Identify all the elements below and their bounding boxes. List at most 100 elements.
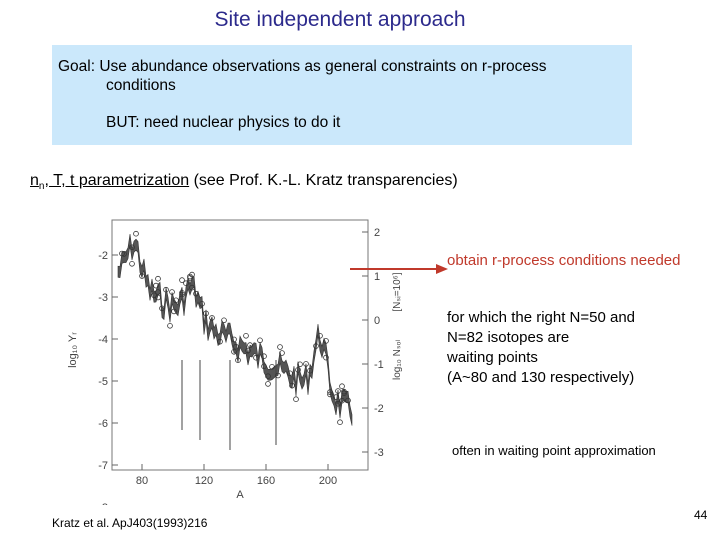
observed-abundance-point	[339, 397, 345, 404]
observed-abundance-point	[129, 244, 135, 251]
calculated-abundance-band	[117, 233, 353, 426]
parametrization-note: (see Prof. K.-L. Kratz transparencies)	[189, 172, 458, 189]
observed-abundance-point	[323, 338, 329, 344]
right-tick-label: -3	[374, 447, 384, 459]
goal-text-line1: Goal: Use abundance observations as gene…	[58, 58, 547, 75]
observed-abundance-point	[333, 394, 339, 400]
observed-abundance-point	[279, 350, 285, 356]
observed-abundance-point	[335, 388, 341, 394]
observed-abundance-point	[155, 289, 161, 295]
observed-abundance-point	[261, 363, 267, 370]
observed-abundance-point	[171, 308, 177, 315]
left-axis-label: log₁₀ Yᵣ	[67, 332, 79, 368]
right-tick-label: -2	[374, 403, 384, 415]
param-n: n	[30, 172, 39, 189]
observed-abundance-point	[261, 353, 267, 360]
x-tick-label: 200	[319, 475, 337, 487]
observed-abundance-point	[341, 390, 347, 397]
observed-abundance-point	[297, 361, 303, 368]
observed-abundance-point	[189, 284, 195, 291]
observed-abundance-point	[269, 364, 275, 370]
goal-but-text: BUT: need nuclear physics to do it	[106, 114, 341, 131]
observed-abundance-point	[169, 289, 175, 295]
right-axis-label-bottom: log₁₀ Nₛₒₗ	[392, 340, 403, 380]
abundance-figure: -2 -3 -4 -5 -6 -7 -8 2 1 0 -1 -2 -3 80 120 160 200 Alog₁₀…	[67, 219, 403, 505]
x-tick-label: 80	[136, 475, 148, 487]
observed-abundance-point	[257, 337, 263, 344]
observed-abundance-point	[317, 333, 323, 339]
observed-abundance-point	[139, 273, 145, 279]
left-tick-label: -8	[98, 502, 108, 505]
approximation-note: often in waiting point approximation	[452, 443, 656, 458]
right-tick-label: 0	[374, 315, 380, 327]
observed-abundance-point	[179, 277, 185, 283]
observed-abundance-point	[235, 357, 241, 364]
left-tick-label: -7	[98, 460, 108, 472]
observed-abundance-point	[277, 344, 283, 350]
observed-abundance-point	[119, 250, 125, 257]
left-tick-label: -5	[98, 376, 108, 388]
observed-abundance-point	[313, 343, 319, 349]
observed-abundance-point	[187, 275, 193, 281]
parametrization-label: nn, T, t parametrization	[30, 172, 189, 193]
page-number: 44	[694, 508, 708, 522]
param-n-subscript: n	[38, 181, 45, 193]
observed-abundance-point	[295, 367, 301, 373]
x-tick-label: 120	[195, 475, 213, 487]
left-tick-label: -3	[98, 292, 108, 304]
observed-abundance-point	[179, 290, 185, 296]
observed-abundance-point	[327, 389, 333, 395]
right-tick-label: 2	[374, 227, 380, 239]
observed-abundance-point	[327, 391, 333, 398]
observed-abundance-point	[341, 388, 347, 395]
waiting-points-line4: (A~80 and 130 respectively)	[447, 369, 635, 386]
observed-abundance-point	[247, 342, 253, 348]
observed-abundance-point	[293, 396, 299, 403]
observed-abundance-point	[275, 372, 281, 379]
observed-abundance-point	[339, 383, 345, 390]
right-tick-label: -1	[374, 359, 384, 371]
observed-abundance-point	[289, 382, 295, 389]
observed-abundance-point	[183, 280, 189, 286]
observed-abundance-point	[265, 381, 271, 387]
left-tick-label: -2	[98, 250, 108, 262]
observed-abundance-point	[345, 397, 351, 404]
observed-abundance-point	[265, 373, 271, 380]
observed-abundance-point	[167, 323, 173, 329]
x-axis-label: A	[236, 489, 244, 501]
parametrization-line: nn, T, t parametrization (see Prof. K.-L…	[30, 172, 458, 192]
observed-abundance-point	[153, 282, 159, 289]
x-tick-label: 160	[257, 475, 275, 487]
observed-abundance-point	[307, 367, 313, 374]
observed-abundance-point	[233, 343, 239, 350]
waiting-points-line2: N=82 isotopes are	[447, 329, 570, 346]
observed-abundance-point	[287, 370, 293, 377]
observed-abundance-point	[245, 347, 251, 354]
observed-abundance-point	[129, 260, 135, 267]
observed-abundance-point	[217, 338, 223, 345]
observed-abundance-point	[159, 305, 165, 312]
observed-abundance-point	[199, 301, 205, 307]
observed-abundance-point	[193, 290, 199, 297]
goal-text-line2: conditions	[106, 77, 176, 94]
goal-box: Goal: Use abundance observations as gene…	[52, 45, 632, 145]
observed-abundance-point	[335, 400, 341, 407]
observed-abundance-point	[303, 361, 309, 367]
observed-abundance-point	[231, 336, 237, 343]
waiting-points-line1: for which the right N=50 and	[447, 309, 636, 326]
observed-abundance-point	[323, 354, 329, 361]
observed-abundance-point	[151, 292, 157, 299]
observed-abundance-point	[163, 286, 169, 293]
citation: Kratz et al. ApJ403(1993)216	[52, 516, 208, 530]
observed-abundance-point	[221, 317, 227, 324]
slide-title: Site independent approach	[214, 8, 466, 31]
left-tick-label: -4	[98, 334, 108, 346]
observed-abundance-point	[179, 291, 185, 298]
observed-abundance-point	[243, 333, 249, 339]
observed-abundance-point	[209, 315, 215, 321]
observed-abundance-point	[253, 354, 259, 361]
observed-abundance-point	[173, 297, 179, 304]
waiting-points-text: for which the right N=50 and N=82 isotop…	[447, 308, 707, 388]
observed-abundance-point	[121, 251, 127, 257]
plot-frame	[111, 219, 369, 471]
